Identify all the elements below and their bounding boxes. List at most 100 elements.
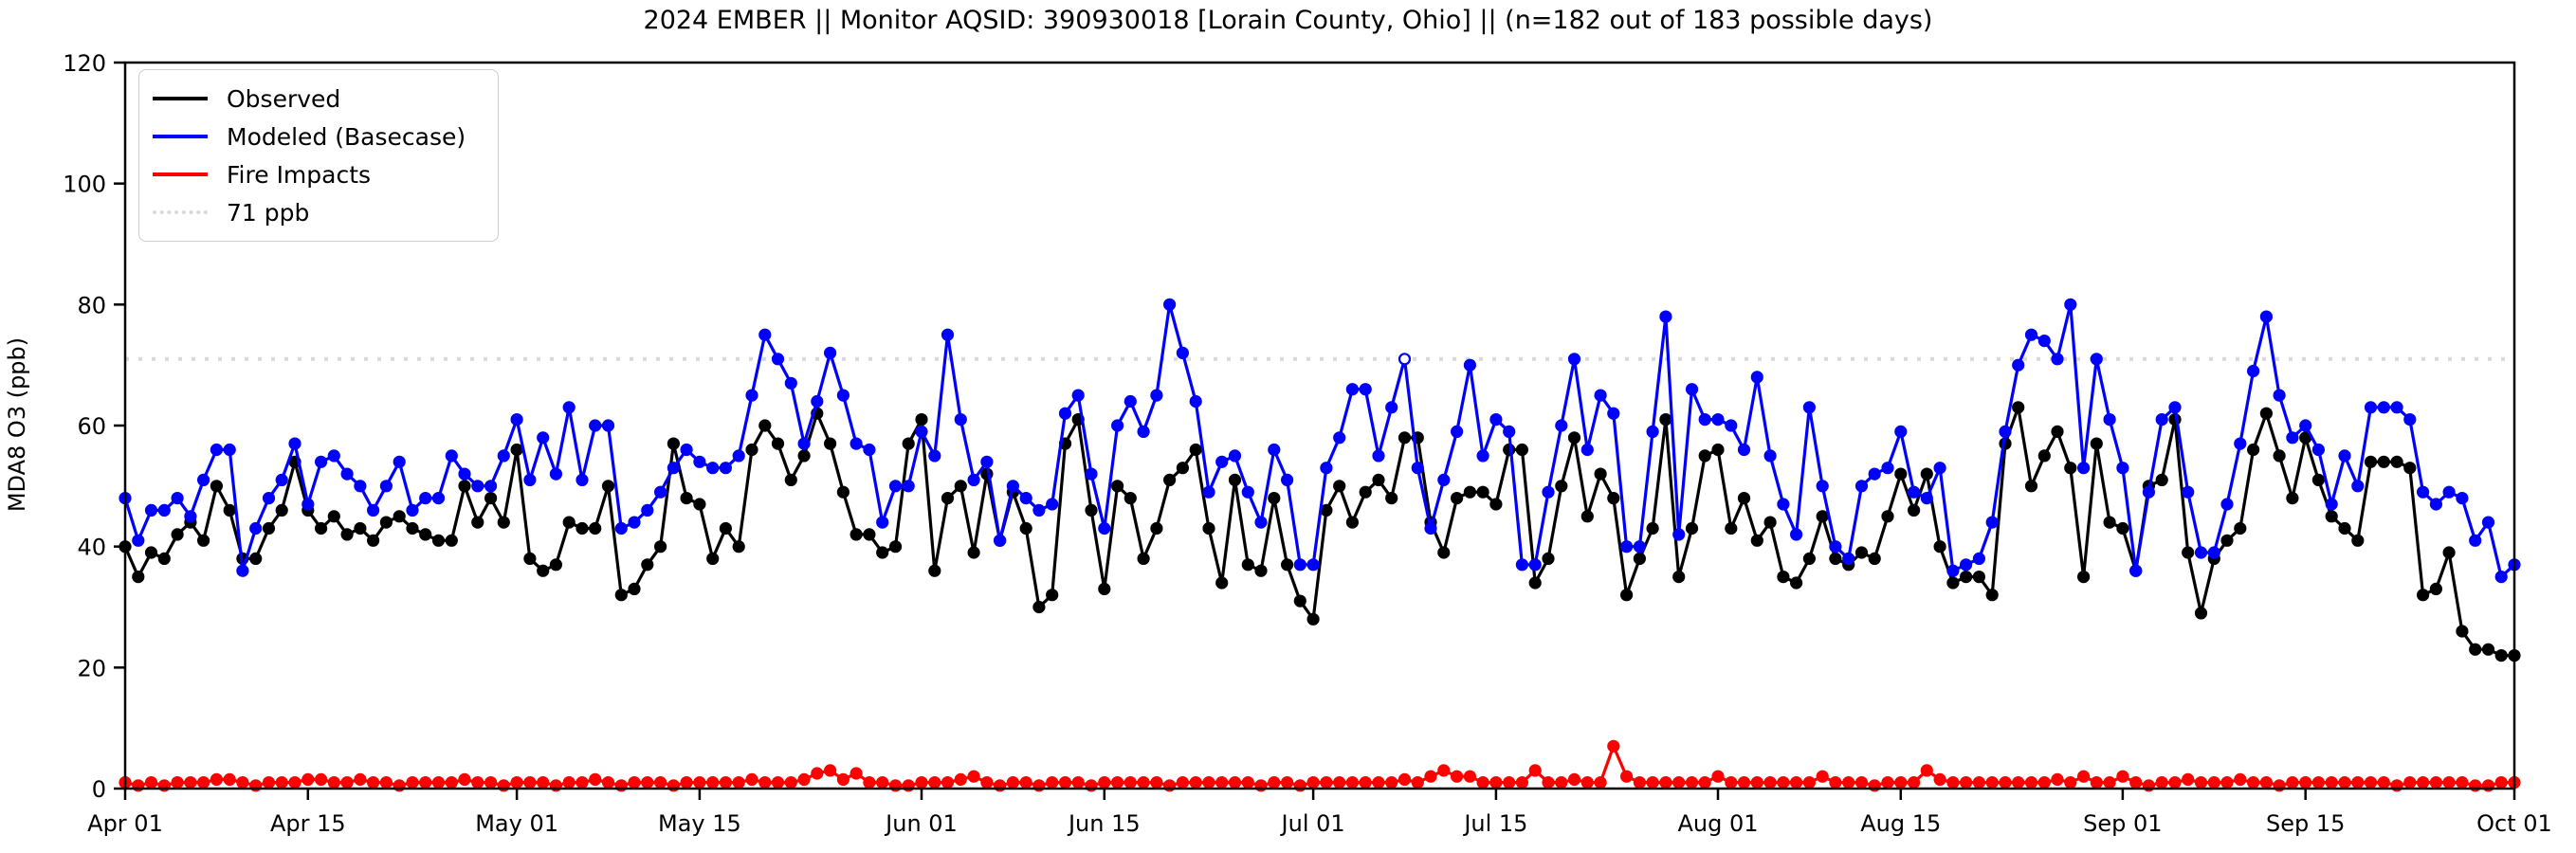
fire-impacts-line-marker xyxy=(980,775,994,789)
modeled-line-marker xyxy=(2469,534,2482,547)
observed-line-marker xyxy=(2077,570,2091,584)
modeled-line-marker xyxy=(888,480,903,493)
observed-line-marker xyxy=(2220,534,2234,547)
modeled-line xyxy=(123,302,2516,579)
modeled-line-marker xyxy=(876,516,889,529)
observed-line-marker xyxy=(262,521,276,535)
fire-impacts-line-marker xyxy=(379,775,393,789)
modeled-line-marker xyxy=(549,467,563,481)
observed-line-marker xyxy=(1567,431,1581,445)
modeled-line-marker xyxy=(1829,540,1842,554)
modeled-line-marker xyxy=(1124,394,1137,408)
fire-impacts-line-marker xyxy=(2311,775,2325,789)
fire-impacts-line-marker xyxy=(745,772,758,787)
fire-impacts-line-marker xyxy=(2325,775,2338,789)
observed-line-marker xyxy=(2051,425,2064,438)
modeled-line-marker xyxy=(1594,389,1607,402)
y-tick-label: 80 xyxy=(77,292,106,318)
legend-item-observed: Observed xyxy=(153,80,483,118)
fire-impacts-line-marker xyxy=(2377,775,2390,789)
modeled-line-marker xyxy=(1463,358,1477,372)
observed-line-marker xyxy=(497,516,510,529)
observed-line-marker xyxy=(628,582,641,596)
modeled-line-marker xyxy=(2142,485,2155,499)
observed-line-marker xyxy=(1881,510,1894,523)
observed-line-marker xyxy=(1829,552,1842,566)
x-tick-label: Apr 01 xyxy=(87,810,163,837)
modeled-line-marker xyxy=(2299,419,2312,432)
observed-line-marker xyxy=(1254,564,1268,577)
fire-impacts-line-marker xyxy=(1450,770,1464,783)
modeled-line-marker xyxy=(575,473,589,486)
observed-line-marker xyxy=(523,552,537,566)
fire-impacts-line-marker xyxy=(1228,775,1242,789)
observed-line-marker xyxy=(1777,570,1790,584)
fire-impacts-line-marker xyxy=(2194,775,2208,789)
modeled-line-marker xyxy=(1137,425,1150,438)
observed-line-marker xyxy=(2247,443,2260,457)
fire-impacts-line-marker xyxy=(1659,775,1672,789)
modeled-line-marker xyxy=(1110,419,1124,432)
fire-impacts-line-marker xyxy=(1489,775,1503,789)
fire-impacts-line-marker xyxy=(523,775,537,789)
observed-line-marker xyxy=(562,516,575,529)
observed-line-marker xyxy=(719,521,733,535)
modeled-line-marker xyxy=(1933,462,1946,475)
y-tick-label: 120 xyxy=(63,50,106,77)
fire-impacts-line-marker xyxy=(2037,775,2051,789)
modeled-line-marker xyxy=(1150,389,1163,402)
observed-line-marker xyxy=(1176,462,1190,475)
fire-impacts-line-marker xyxy=(1019,775,1032,789)
observed-line-marker xyxy=(1542,552,1555,566)
modeled-line-marker xyxy=(915,425,928,438)
modeled-line-marker xyxy=(510,413,523,426)
fire-impacts-line-marker xyxy=(262,775,276,789)
fire-impacts-line-marker xyxy=(1672,775,1686,789)
fire-impacts-line-marker xyxy=(2403,775,2417,789)
modeled-line-marker xyxy=(1476,449,1489,463)
fire-impacts-line-marker xyxy=(693,775,706,789)
observed-line-marker xyxy=(275,503,288,517)
fire-impacts-line-marker xyxy=(1515,775,1529,789)
modeled-line-marker xyxy=(523,473,537,486)
fire-impacts-line-marker xyxy=(275,775,288,789)
modeled-line-marker xyxy=(1058,407,1072,420)
fire-impacts-line-marker xyxy=(1385,775,1398,789)
modeled-line-marker xyxy=(993,534,1007,547)
modeled-line-marker xyxy=(458,467,471,481)
fire-impacts-line-marker xyxy=(223,772,236,787)
fire-impacts-line-marker xyxy=(510,775,523,789)
fire-impacts-line-marker xyxy=(967,770,980,783)
legend-label-threshold: 71 ppb xyxy=(227,198,310,227)
modeled-line-marker xyxy=(1176,346,1190,359)
fire-impacts-line-marker xyxy=(171,775,184,789)
fire-impacts-line-marker xyxy=(562,775,575,789)
observed-line-marker xyxy=(2325,510,2338,523)
observed-line-marker xyxy=(223,503,236,517)
modeled-line-marker xyxy=(2481,516,2495,529)
modeled-line-marker xyxy=(1672,528,1686,541)
modeled-line-marker xyxy=(2456,491,2469,505)
observed-line-marker xyxy=(1737,491,1751,505)
modeled-line-marker xyxy=(954,413,967,426)
fire-impacts-line-marker xyxy=(2351,775,2365,789)
modeled-line-marker xyxy=(614,521,628,535)
fire-impacts-line-marker xyxy=(863,775,876,789)
modeled-line-marker xyxy=(2442,485,2456,499)
observed-line-marker xyxy=(1202,521,1215,535)
modeled-line-marker xyxy=(1333,431,1346,445)
observed-line-marker xyxy=(1333,480,1346,493)
observed-line-marker xyxy=(1633,552,1647,566)
fire-impacts-line-marker xyxy=(1189,775,1202,789)
y-tick-label: 0 xyxy=(92,776,106,803)
observed-line-marker xyxy=(2090,437,2103,450)
fire-impacts-line-marker xyxy=(1359,775,1372,789)
fire-impacts-line-marker xyxy=(1046,775,1059,789)
fire-impacts-line-marker xyxy=(1058,775,1072,789)
observed-line-marker xyxy=(1385,491,1398,505)
fire-impacts-line-marker xyxy=(719,775,733,789)
fire-impacts-line-marker xyxy=(1333,775,1346,789)
fire-impacts-line-marker xyxy=(1619,770,1634,783)
modeled-line-marker xyxy=(1019,491,1032,505)
observed-line-marker xyxy=(1189,443,1202,457)
